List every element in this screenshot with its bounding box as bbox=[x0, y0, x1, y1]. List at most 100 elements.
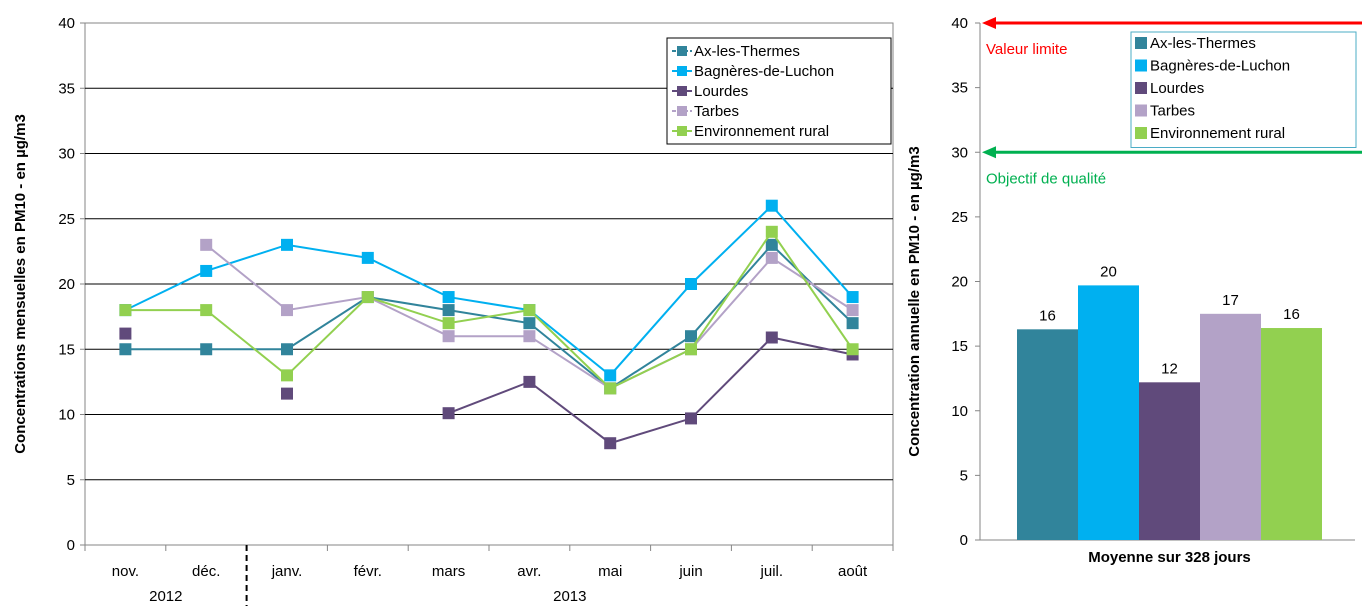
y-tick-label: 30 bbox=[58, 146, 75, 163]
year-label: 2013 bbox=[553, 588, 586, 605]
legend-label: Bagnères-de-Luchon bbox=[1150, 58, 1290, 75]
legend-label: Tarbes bbox=[694, 103, 739, 120]
data-point bbox=[200, 238, 213, 251]
data-point bbox=[523, 304, 536, 317]
bar bbox=[1139, 382, 1200, 540]
reference-arrowhead bbox=[982, 17, 996, 29]
bar-data-label: 16 bbox=[1283, 306, 1300, 323]
x-tick-label: déc. bbox=[192, 563, 220, 580]
legend-label: Bagnères-de-Luchon bbox=[694, 63, 834, 80]
x-tick-label: juil. bbox=[760, 563, 784, 580]
y-tick-label: 0 bbox=[67, 537, 75, 554]
y-tick-label: 25 bbox=[58, 211, 75, 228]
data-point bbox=[846, 317, 859, 330]
y-tick-label: 15 bbox=[951, 338, 968, 355]
data-point bbox=[604, 437, 617, 450]
y-tick-label: 5 bbox=[67, 472, 75, 489]
legend-label: Ax-les-Thermes bbox=[1150, 35, 1256, 52]
data-point bbox=[685, 330, 697, 343]
y-tick-label: 30 bbox=[951, 144, 968, 161]
data-point bbox=[685, 343, 697, 356]
data-point bbox=[281, 304, 293, 317]
data-point bbox=[119, 304, 132, 317]
data-point bbox=[685, 412, 697, 425]
legend-marker bbox=[677, 126, 687, 136]
legend-swatch bbox=[1135, 127, 1147, 139]
data-point bbox=[604, 369, 617, 382]
y-axis-title: Concentration annuelle en PM10 - en µg/m… bbox=[906, 146, 923, 456]
legend-label: Lourdes bbox=[1150, 80, 1204, 97]
y-tick-label: 15 bbox=[58, 341, 75, 358]
data-point bbox=[604, 382, 617, 395]
data-point bbox=[200, 343, 213, 356]
data-point bbox=[200, 264, 213, 277]
reference-arrowhead bbox=[982, 146, 996, 159]
bar bbox=[1078, 285, 1139, 540]
year-label: 2012 bbox=[149, 588, 182, 605]
data-point bbox=[361, 291, 374, 304]
data-point bbox=[281, 387, 293, 400]
data-point bbox=[281, 369, 293, 382]
y-tick-label: 10 bbox=[58, 407, 75, 424]
data-point bbox=[523, 375, 536, 388]
y-tick-label: 10 bbox=[951, 403, 968, 420]
bar-data-label: 12 bbox=[1161, 360, 1178, 377]
legend-swatch bbox=[1135, 104, 1147, 117]
data-point bbox=[442, 407, 455, 420]
annual-bar-chart: 0 5 10 15 20 25 30 35 40 Concentration annuelle e… bbox=[906, 15, 1362, 566]
x-tick-label: mars bbox=[432, 563, 465, 580]
monthly-line-chart: 0 5 10 15 20 25 30 35 40 nov. déc. janv. févr. mars av… bbox=[12, 15, 894, 606]
y-axis-title: Concentrations mensuelles en PM10 - en µ… bbox=[12, 114, 29, 454]
y-tick-label: 40 bbox=[58, 15, 75, 32]
x-axis-title: Moyenne sur 328 jours bbox=[1088, 549, 1251, 566]
data-point bbox=[846, 291, 859, 304]
y-tick-label: 35 bbox=[58, 80, 75, 97]
series-line bbox=[125, 230, 854, 390]
y-tick-label: 35 bbox=[951, 80, 968, 97]
legend-marker bbox=[677, 46, 687, 56]
series-line bbox=[448, 336, 853, 445]
legend-label: Environnement rural bbox=[1150, 125, 1285, 142]
legend-swatch bbox=[1135, 82, 1147, 94]
data-point bbox=[442, 317, 455, 330]
series-line bbox=[124, 204, 854, 377]
x-tick-label: janv. bbox=[271, 563, 303, 580]
data-point bbox=[442, 304, 455, 317]
legend-marker bbox=[677, 86, 687, 96]
bar bbox=[1261, 328, 1322, 540]
data-point bbox=[765, 251, 778, 264]
y-tick-label: 20 bbox=[58, 276, 75, 293]
data-point bbox=[765, 331, 778, 344]
x-tick-label: juin bbox=[678, 563, 702, 580]
data-point bbox=[442, 291, 455, 304]
x-tick-label: mai bbox=[598, 563, 622, 580]
y-tick-label: 20 bbox=[951, 274, 968, 291]
data-point bbox=[119, 327, 132, 340]
legend-label: Tarbes bbox=[1150, 103, 1195, 120]
data-point bbox=[765, 199, 778, 212]
y-tick-label: 0 bbox=[960, 532, 968, 549]
series-line bbox=[205, 244, 854, 390]
data-point bbox=[281, 238, 293, 251]
data-point bbox=[846, 343, 859, 356]
x-tick-label: nov. bbox=[112, 563, 139, 580]
data-point bbox=[685, 278, 697, 290]
y-tick-label: 25 bbox=[951, 209, 968, 226]
y-tick-label: 5 bbox=[960, 467, 968, 484]
data-point bbox=[200, 304, 213, 317]
y-tick-label: 40 bbox=[951, 15, 968, 32]
x-tick-label: avr. bbox=[517, 563, 541, 580]
data-point bbox=[361, 251, 374, 264]
legend-label: Ax-les-Thermes bbox=[694, 43, 800, 60]
x-tick-label: févr. bbox=[354, 563, 382, 580]
bar-data-label: 17 bbox=[1222, 292, 1239, 309]
legend-box bbox=[1130, 31, 1357, 148]
legend-swatch bbox=[1135, 37, 1147, 49]
x-tick-label: août bbox=[838, 563, 868, 580]
legend-label: Lourdes bbox=[694, 83, 748, 100]
bar bbox=[1200, 313, 1261, 540]
data-point bbox=[846, 304, 859, 317]
bar bbox=[1017, 329, 1078, 540]
bar-data-label: 20 bbox=[1100, 263, 1117, 280]
